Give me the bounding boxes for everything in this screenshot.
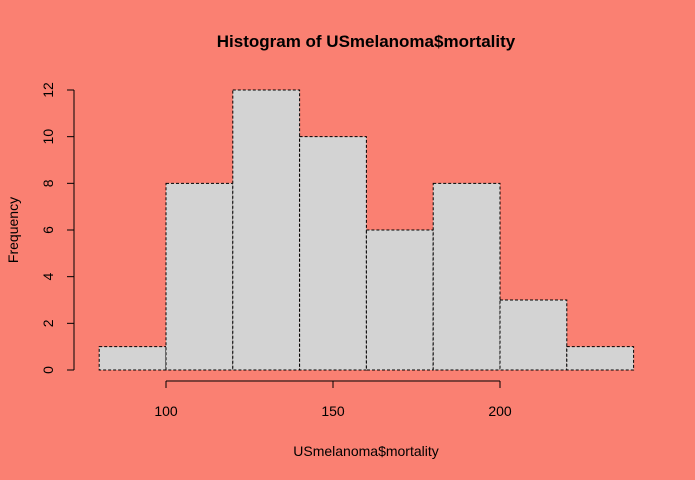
y-tick-label-0: 0 bbox=[40, 366, 56, 374]
y-tick-label-12: 12 bbox=[40, 82, 56, 98]
x-axis-label: USmelanoma$mortality bbox=[293, 443, 439, 459]
histogram-bar-4 bbox=[365, 229, 434, 371]
histogram-bar-2 bbox=[232, 89, 301, 371]
chart-title: Histogram of USmelanoma$mortality bbox=[217, 32, 516, 51]
x-tick-label-100: 100 bbox=[154, 403, 178, 419]
histogram-bar-1 bbox=[165, 182, 234, 371]
y-tick-label-2: 2 bbox=[40, 319, 56, 327]
histogram-bar-6 bbox=[499, 299, 568, 371]
histogram-bar-5 bbox=[432, 182, 501, 371]
histogram-bar-7 bbox=[566, 346, 635, 371]
y-tick-label-8: 8 bbox=[40, 179, 56, 187]
y-tick-label-6: 6 bbox=[40, 226, 56, 234]
histogram-bar-0 bbox=[98, 346, 167, 371]
y-tick-label-4: 4 bbox=[40, 273, 56, 281]
y-axis: 0 2 4 6 8 10 12 bbox=[40, 82, 75, 374]
x-axis: 100 150 200 bbox=[154, 380, 512, 419]
x-tick-label-200: 200 bbox=[488, 403, 512, 419]
y-tick-label-10: 10 bbox=[40, 129, 56, 145]
bars-group bbox=[98, 89, 635, 371]
y-axis-label: Frequency bbox=[5, 197, 21, 263]
histogram-bar-3 bbox=[299, 136, 367, 371]
x-tick-label-150: 150 bbox=[321, 403, 345, 419]
